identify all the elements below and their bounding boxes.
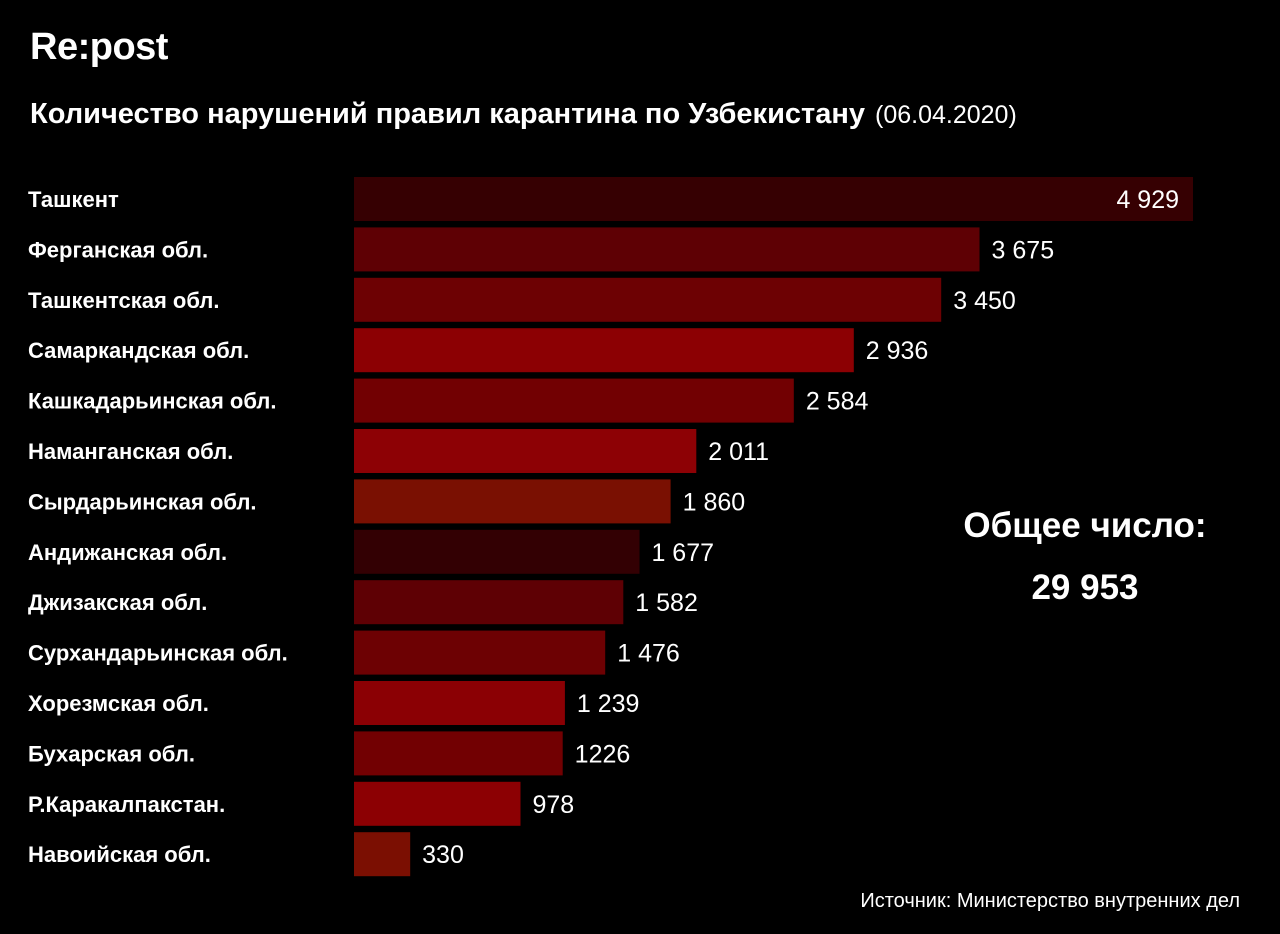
- category-label: Сурхандарьинская обл.: [28, 641, 288, 666]
- bar: [354, 781, 521, 826]
- category-label: Андижанская обл.: [28, 540, 227, 565]
- bar: [354, 681, 565, 725]
- value-label: 1226: [575, 740, 631, 768]
- category-label: Р.Каракалпакстан.: [28, 792, 225, 817]
- bar: [354, 529, 640, 574]
- category-label: Ташкент: [28, 187, 119, 212]
- category-label: Навоийская обл.: [28, 842, 211, 867]
- value-label: 978: [532, 791, 574, 819]
- category-label: Сырдарьинская обл.: [28, 489, 257, 514]
- bar: [354, 177, 1193, 221]
- brand-logo: Re:post: [30, 26, 168, 68]
- category-label: Кашкадарьинская обл.: [28, 389, 277, 414]
- bar: [354, 731, 563, 776]
- category-label: Самаркандская обл.: [28, 338, 249, 363]
- category-label: Хорезмская обл.: [28, 691, 209, 716]
- bar: [354, 277, 942, 322]
- value-label: 4 929: [1116, 186, 1179, 214]
- bar: [354, 227, 980, 272]
- value-label: 3 450: [953, 287, 1016, 315]
- bar: [354, 479, 671, 524]
- bar: [354, 580, 624, 625]
- value-label: 2 011: [708, 438, 769, 466]
- bar: [354, 328, 854, 373]
- total-summary: Общее число: 29 953: [940, 506, 1230, 608]
- total-value: 29 953: [1031, 568, 1139, 607]
- value-label: 2 936: [866, 337, 929, 365]
- total-label: Общее число:: [963, 506, 1207, 545]
- value-label: 330: [422, 841, 464, 869]
- value-label: 1 239: [577, 690, 640, 718]
- value-label: 3 675: [992, 236, 1055, 264]
- bar: [354, 630, 606, 675]
- category-label: Ферганская обл.: [28, 237, 208, 262]
- value-label: 1 677: [651, 539, 714, 567]
- category-label: Джизакская обл.: [28, 590, 207, 615]
- value-label: 2 584: [806, 388, 869, 416]
- category-label: Наманганская обл.: [28, 439, 233, 464]
- chart-title-row: Количество нарушений правил карантина по…: [30, 98, 1017, 131]
- bar: [354, 378, 794, 423]
- source-note: Источник: Министерство внутренних дел: [860, 890, 1240, 912]
- value-label: 1 582: [635, 589, 698, 617]
- category-label: Бухарская обл.: [28, 741, 195, 766]
- chart-title: Количество нарушений правил карантина по…: [30, 98, 865, 130]
- value-label: 1 476: [617, 640, 680, 668]
- bar: [354, 429, 697, 473]
- category-label: Ташкентская обл.: [28, 288, 219, 313]
- bar: [354, 832, 411, 877]
- chart-date: (06.04.2020): [875, 101, 1017, 129]
- value-label: 1 860: [683, 488, 746, 516]
